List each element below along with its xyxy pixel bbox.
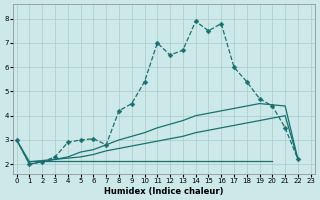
X-axis label: Humidex (Indice chaleur): Humidex (Indice chaleur) — [104, 187, 223, 196]
